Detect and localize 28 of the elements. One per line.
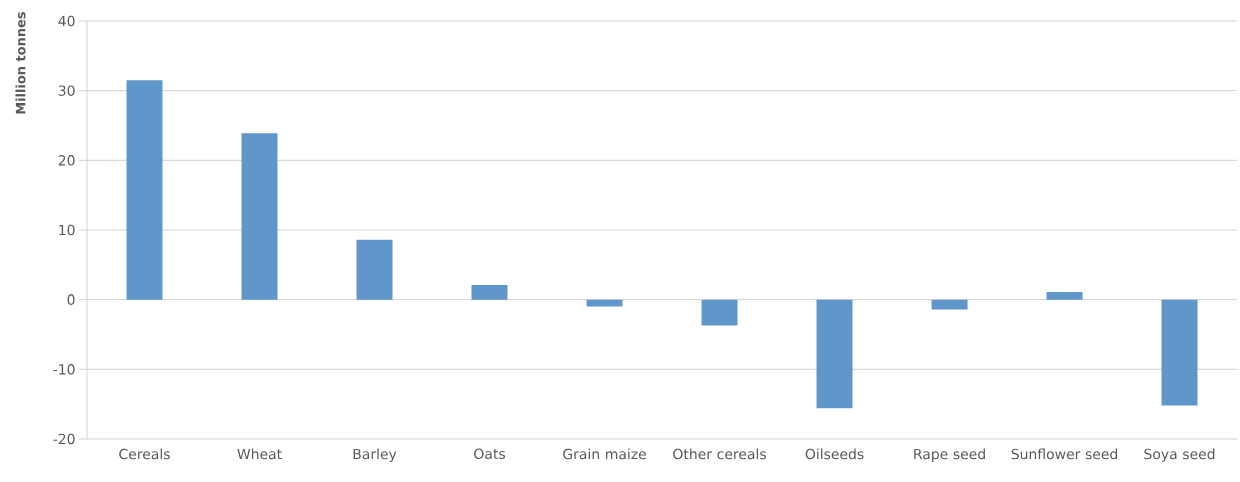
bar	[356, 239, 393, 300]
bar	[931, 299, 968, 310]
bar	[1046, 291, 1083, 300]
y-axis-title: Million tonnes	[15, 12, 26, 114]
bar	[126, 80, 163, 300]
bar	[586, 299, 623, 307]
x-tick-label: Sunflower seed	[1011, 448, 1118, 460]
y-tick-label: 0	[67, 294, 75, 305]
x-tick-label: Other cereals	[673, 448, 766, 460]
y-tick-label: 40	[58, 15, 75, 27]
x-tick-label: Wheat	[237, 448, 282, 460]
y-tick-label: -10	[53, 364, 75, 375]
bar	[1161, 299, 1198, 406]
x-tick-label: Rape seed	[914, 448, 985, 463]
bar	[241, 133, 278, 300]
y-tick-label: -20	[53, 433, 75, 445]
x-tick-label: Grain maize	[563, 448, 646, 460]
y-tick-label: 30	[58, 85, 75, 96]
bar	[701, 299, 738, 326]
x-tick-label: Oats	[474, 448, 505, 460]
x-tick-label: Oilseeds	[805, 448, 864, 460]
y-tick-label: 10	[59, 224, 75, 236]
y-tick-label: 20	[58, 155, 75, 166]
bar	[471, 285, 508, 300]
x-tick-label: Cereals	[119, 448, 170, 460]
x-tick-label: Barley	[353, 448, 397, 463]
x-tick-label: Soya seed	[1144, 448, 1215, 463]
bar	[816, 299, 853, 409]
